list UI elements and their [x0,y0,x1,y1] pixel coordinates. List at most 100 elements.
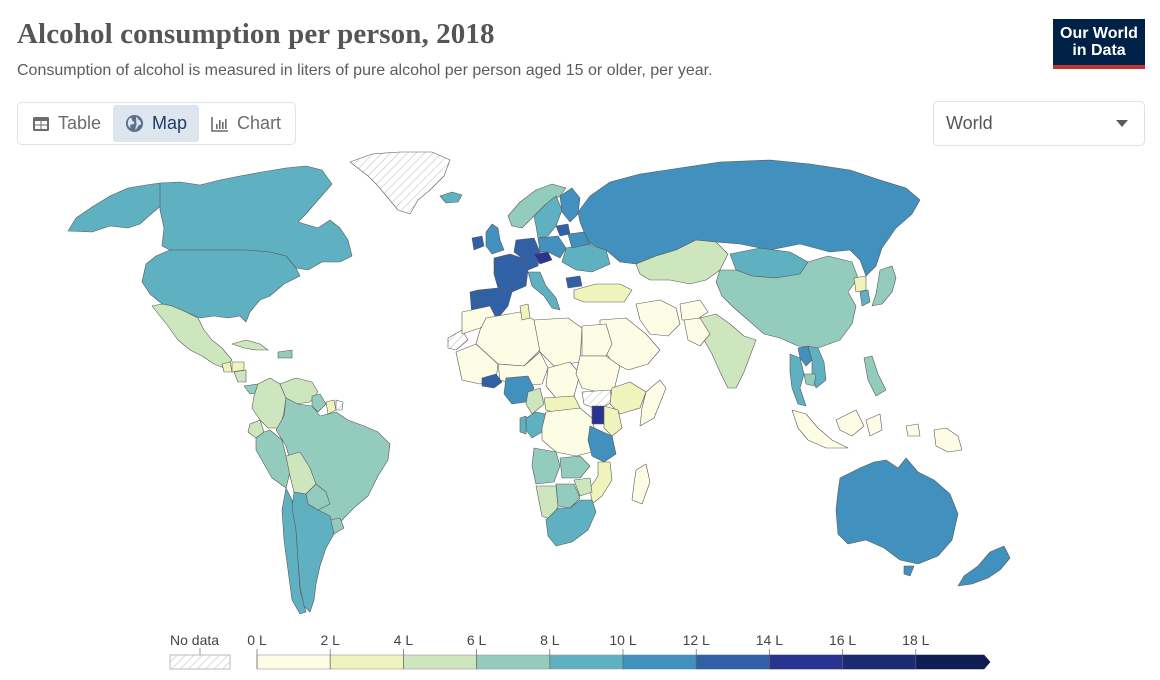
country-germany[interactable] [513,237,541,271]
country-papua-new-guinea[interactable] [933,427,963,453]
country-india[interactable] [699,313,757,389]
country-ukraine[interactable] [561,243,611,273]
legend-tick-label: 18 L [902,632,929,648]
country-south-korea[interactable] [859,289,871,307]
country-madagascar[interactable] [631,463,651,505]
legend-tick-label: 6 L [467,632,487,648]
legend-bin[interactable] [549,654,624,670]
country-north-korea[interactable] [853,275,867,293]
legend-tick-label: 0 L [247,632,267,648]
country-suriname[interactable] [325,399,337,415]
world-map [0,148,1160,628]
country-new-zealand[interactable] [957,545,1011,587]
country-alaska-united-states[interactable] [67,182,163,233]
country-philippines[interactable] [863,355,887,397]
legend-tick-label: 10 L [609,632,636,648]
country-gabon[interactable] [519,415,527,435]
legend-bin[interactable] [842,654,917,670]
legend-tick-label: 4 L [394,632,414,648]
legend-bin[interactable] [476,654,551,670]
tab-map-label: Map [152,113,188,133]
country-italy[interactable] [527,271,561,311]
country-thailand[interactable] [789,353,807,407]
country-nigeria[interactable] [503,375,535,405]
tab-map[interactable]: Map [113,105,200,142]
country-argentina[interactable] [291,491,335,613]
country-afghanistan[interactable] [679,299,709,321]
view-tabs: Table Map Chart [17,102,297,145]
country-botswana[interactable] [555,483,581,509]
country-zimbabwe[interactable] [573,477,593,497]
country-south-africa[interactable] [545,499,597,547]
country-iceland[interactable] [439,191,463,204]
country-western-sahara[interactable] [447,329,469,351]
owid-logo[interactable]: Our World in Data [1053,19,1145,69]
country-united-states[interactable] [141,249,301,323]
legend-tick-label: 12 L [683,632,710,648]
country-turkey[interactable] [573,283,633,303]
country-pakistan[interactable] [683,317,711,347]
country-czechia[interactable] [533,251,553,265]
country-cameroon[interactable] [525,387,545,415]
country-cuba[interactable] [231,339,269,351]
country-somalia[interactable] [639,379,667,427]
country-ethiopia[interactable] [609,381,647,415]
country-australia[interactable] [835,457,959,577]
country-laos[interactable] [797,345,813,367]
chart-subtitle: Consumption of alcohol is measured in li… [17,62,713,79]
country-zambia[interactable] [559,455,591,479]
country-nicaragua[interactable] [233,369,247,383]
tab-chart[interactable]: Chart [199,105,293,142]
globe-icon [125,114,144,133]
country-chad[interactable] [545,361,581,399]
country-kenya[interactable] [603,405,623,437]
country-united-kingdom[interactable] [485,223,505,255]
region-select-value: World [946,113,993,133]
legend-bin[interactable] [329,654,404,670]
country-poland[interactable] [537,235,567,259]
caret-down-icon [1116,120,1128,127]
country-tunisia[interactable] [519,303,531,321]
map-legend: No data 0 L 2 L 4 L 6 L 8 L 10 L 12 L 14 L 16 L 1… [160,628,1000,676]
country-guatemala[interactable] [221,361,233,373]
country-russia[interactable] [577,159,921,277]
country-mexico[interactable] [151,303,233,369]
country-ireland[interactable] [471,235,485,251]
country-angola[interactable] [531,447,561,485]
legend-bin[interactable] [915,654,991,670]
country-japan[interactable] [871,265,897,307]
legend-tick-label: 8 L [540,632,560,648]
country-honduras[interactable] [231,361,245,373]
country-egypt[interactable] [581,323,613,357]
country-burkina-faso[interactable] [481,373,503,389]
country-finland[interactable] [559,187,581,223]
country-china[interactable] [715,255,859,349]
country-indonesia[interactable] [791,409,921,449]
region-select[interactable]: World [933,101,1145,146]
country-uganda[interactable] [591,405,605,425]
country-guyana[interactable] [311,393,327,413]
country-dominican-republic[interactable] [277,349,293,359]
country-iran[interactable] [635,299,681,337]
country-mozambique[interactable] [589,461,613,505]
country-france[interactable] [493,253,529,293]
country-sudan[interactable] [575,355,621,393]
table-icon [32,116,50,132]
legend-bin[interactable] [256,654,331,670]
legend-bin[interactable] [622,654,697,670]
country-bulgaria[interactable] [565,275,583,289]
legend-bin[interactable] [403,654,477,670]
tab-table-label: Table [58,113,102,133]
tab-chart-label: Chart [237,113,282,133]
legend-bin[interactable] [769,654,843,670]
country-french-guiana[interactable] [335,399,344,411]
legend-tick-label: 16 L [829,632,856,648]
country-dr-congo[interactable] [541,407,597,457]
country-greenland[interactable] [349,151,451,215]
tab-table[interactable]: Table [20,105,113,142]
country-cambodia[interactable] [803,373,817,387]
legend-bin[interactable] [695,654,770,670]
country-vietnam[interactable] [807,345,827,389]
legend-no-data-swatch [169,654,231,670]
legend-no-data-label: No data [170,632,219,648]
